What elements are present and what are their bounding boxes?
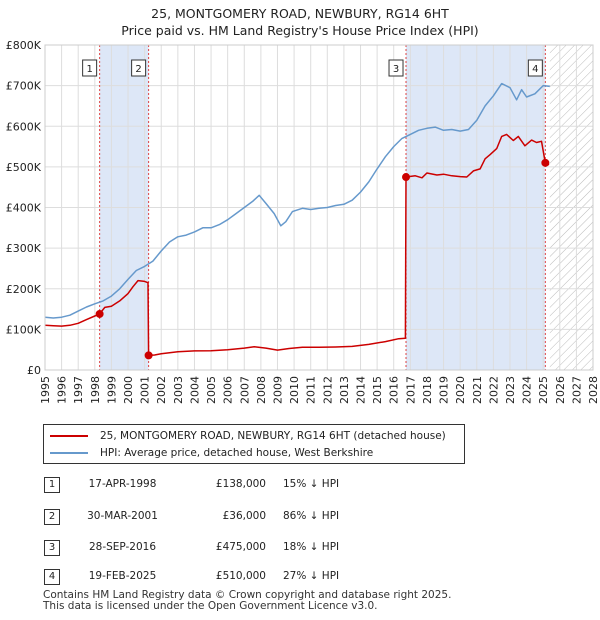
- x-tick-label: 2017: [404, 376, 417, 404]
- sale-point: [541, 158, 550, 167]
- legend-label-property: 25, MONTGOMERY ROAD, NEWBURY, RG14 6HT (…: [100, 430, 446, 442]
- chart-subtitle: Price paid vs. HM Land Registry's House …: [121, 23, 479, 38]
- transaction-number: 3: [44, 540, 60, 556]
- x-tick-label: 2013: [338, 376, 351, 404]
- x-tick-label: 2011: [305, 376, 318, 404]
- y-tick-label: £800K: [6, 39, 42, 52]
- sale-point: [402, 173, 411, 182]
- x-tick-label: 2010: [288, 376, 301, 404]
- sale-marker-box: [131, 59, 147, 77]
- legend-swatch-property: [50, 435, 88, 437]
- transaction-date: 19-FEB-2025: [88, 570, 157, 582]
- transaction-number: 2: [44, 509, 60, 525]
- x-tick-label: 2026: [554, 376, 567, 404]
- x-tick-label: 2004: [188, 376, 201, 404]
- y-tick-label: £200K: [6, 283, 42, 296]
- y-tick-label: £500K: [6, 161, 42, 174]
- x-tick-label: 2027: [570, 376, 583, 404]
- sale-marker-box: [527, 59, 543, 77]
- sale-marker-label: 1: [86, 64, 92, 75]
- footer-attribution: Contains HM Land Registry data © Crown c…: [43, 590, 451, 612]
- x-tick-label: 2021: [471, 376, 484, 404]
- x-tick-label: 2002: [155, 376, 168, 404]
- transaction-date: 28-SEP-2016: [88, 541, 157, 553]
- plot-frame: [44, 44, 594, 371]
- x-tick-label: 2019: [438, 376, 451, 404]
- transaction-hpi: 27% ↓ HPI: [283, 570, 340, 582]
- x-tick-label: 2014: [355, 376, 368, 404]
- x-tick-label: 2000: [122, 376, 135, 404]
- x-tick-label: 1999: [105, 376, 118, 404]
- x-tick-label: 2005: [205, 376, 218, 404]
- transaction-price: £36,000: [222, 510, 266, 522]
- x-tick-label: 2023: [504, 376, 517, 404]
- transaction-price: £138,000: [215, 478, 266, 490]
- transaction-hpi: 18% ↓ HPI: [283, 541, 340, 553]
- x-tick-label: 1996: [56, 376, 69, 404]
- legend-item-property: 25, MONTGOMERY ROAD, NEWBURY, RG14 6HT (…: [50, 428, 446, 444]
- x-tick-label: 1995: [39, 376, 52, 404]
- table-row: 3 28-SEP-2016 £475,000 18% ↓ HPI: [0, 540, 600, 558]
- sale-marker-box: [388, 59, 404, 77]
- y-tick-label: £600K: [6, 120, 42, 133]
- y-tick-label: £100K: [6, 323, 42, 336]
- sale-marker-label: 2: [135, 64, 141, 75]
- legend-item-hpi: HPI: Average price, detached house, West…: [50, 445, 373, 461]
- y-tick-label: £300K: [6, 242, 42, 255]
- transaction-price: £510,000: [215, 570, 266, 582]
- transaction-number: 4: [44, 569, 60, 585]
- x-tick-label: 1997: [72, 376, 85, 404]
- x-tick-label: 1998: [89, 376, 102, 404]
- legend-label-hpi: HPI: Average price, detached house, West…: [100, 447, 374, 459]
- y-tick-label: £400K: [6, 202, 42, 215]
- footer-line-licence: This data is licensed under the Open Gov…: [43, 600, 378, 612]
- x-tick-label: 2016: [388, 376, 401, 404]
- sale-marker-box: [82, 59, 98, 77]
- x-tick-label: 2020: [454, 376, 467, 404]
- table-row: 4 19-FEB-2025 £510,000 27% ↓ HPI: [0, 569, 600, 587]
- transaction-date: 17-APR-1998: [88, 478, 157, 490]
- x-tick-label: 2025: [537, 376, 550, 404]
- chart-title: 25, MONTGOMERY ROAD, NEWBURY, RG14 6HT: [151, 6, 449, 21]
- y-tick-label: £0: [27, 364, 41, 377]
- x-tick-label: 2001: [139, 376, 152, 404]
- legend-swatch-hpi: [50, 452, 88, 454]
- x-tick-label: 2006: [222, 376, 235, 404]
- sale-point: [95, 309, 104, 318]
- sale-marker-label: 4: [532, 64, 538, 75]
- sale-marker-label: 3: [393, 64, 399, 75]
- chart-legend: 25, MONTGOMERY ROAD, NEWBURY, RG14 6HT (…: [43, 424, 465, 464]
- table-row: 1 17-APR-1998 £138,000 15% ↓ HPI: [0, 477, 600, 495]
- transaction-date: 30-MAR-2001: [87, 510, 158, 522]
- x-tick-label: 2028: [587, 376, 600, 404]
- x-tick-label: 2015: [371, 376, 384, 404]
- y-tick-label: £700K: [6, 80, 42, 93]
- table-row: 2 30-MAR-2001 £36,000 86% ↓ HPI: [0, 509, 600, 527]
- x-tick-label: 2007: [238, 376, 251, 404]
- transaction-number: 1: [44, 477, 60, 493]
- series-line-hpi: [44, 82, 550, 319]
- footer-line-copyright: Contains HM Land Registry data © Crown c…: [43, 589, 452, 601]
- x-tick-label: 2022: [487, 376, 500, 404]
- transaction-hpi: 15% ↓ HPI: [283, 478, 340, 490]
- x-tick-label: 2009: [271, 376, 284, 404]
- x-tick-label: 2024: [521, 376, 534, 404]
- price-chart: 1 2 3 4 £0 £100K £200K £300K £400K £500K £600K £70…: [6, 39, 600, 404]
- transaction-hpi: 86% ↓ HPI: [283, 510, 340, 522]
- x-tick-label: 2008: [255, 376, 268, 404]
- x-tick-label: 2012: [321, 376, 334, 404]
- x-tick-label: 2018: [421, 376, 434, 404]
- series-line-property: [44, 133, 550, 357]
- x-tick-label: 2003: [172, 376, 185, 404]
- sale-point: [144, 351, 153, 360]
- transaction-price: £475,000: [215, 541, 266, 553]
